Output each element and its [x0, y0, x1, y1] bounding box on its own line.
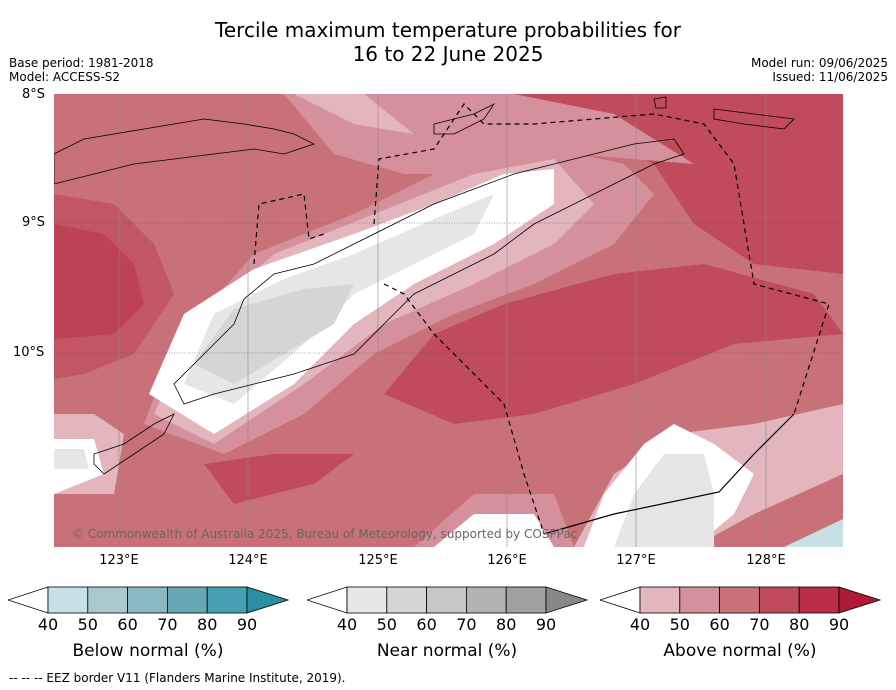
colorbar-below-tick: 60	[117, 615, 138, 634]
eastern-islands	[713, 108, 795, 130]
colorbar-above-cell	[719, 586, 760, 614]
model-info: Base period: 1981-2018 Model: ACCESS-S2	[9, 56, 154, 84]
colorbar-near-cell	[386, 586, 428, 614]
colorbar-above-tick: 40	[629, 615, 651, 634]
colorbar-near-extend	[545, 586, 589, 614]
run-info: Model run: 09/06/2025 Issued: 11/06/2025	[751, 56, 888, 84]
colorbar-below-tick: 50	[77, 615, 98, 634]
model-name: Model: ACCESS-S2	[9, 70, 121, 84]
flores-coast	[54, 118, 316, 185]
colorbar-above-normal	[600, 586, 882, 614]
base-period: Base period: 1981-2018	[9, 56, 154, 70]
colorbar-below-extend	[246, 586, 290, 614]
colorbar-above-extend	[838, 586, 882, 614]
lon-label-127e: 127°E	[616, 553, 656, 568]
colorbar-below-tick: 40	[37, 615, 59, 634]
rote-island	[93, 413, 175, 475]
lat-label-10s: 10°S	[13, 345, 45, 360]
colorbar-below-cell	[127, 586, 168, 614]
near-normal-label: Near normal (%)	[376, 641, 518, 661]
contour-above-70-north	[354, 94, 843, 274]
colorbar-above-cell	[679, 586, 721, 614]
timor-coast	[173, 138, 685, 405]
title-line-1: Tercile maximum temperature probabilitie…	[215, 18, 681, 42]
title-line-2: 16 to 22 June 2025	[352, 42, 544, 66]
colorbar-below-cell	[87, 586, 129, 614]
contour-above-50-top	[294, 94, 414, 134]
colorbar-below-normal	[8, 586, 290, 614]
colorbar-above-cell	[798, 586, 840, 614]
colorbar-below-cells	[47, 586, 248, 614]
colorbar-above-cell	[758, 586, 800, 614]
colorbar-above-cells	[639, 586, 840, 614]
graticule	[54, 222, 843, 354]
near-normal-40-sw	[54, 449, 89, 469]
eez-footnote: -- -- -- EEZ border V11 (Flanders Marine…	[9, 671, 346, 685]
colorbar-below-tick: 90	[236, 615, 258, 634]
issued-date: Issued: 11/06/2025	[772, 70, 888, 84]
copyright-notice: © Commonwealth of Australia 2025, Bureau…	[72, 527, 578, 541]
above-normal-label: Above normal (%)	[663, 641, 817, 661]
eez-border	[253, 103, 830, 535]
contour-above-70-west	[54, 194, 174, 379]
colorbar-near-cell	[426, 586, 467, 614]
colorbar-above-tick: 60	[709, 615, 730, 634]
small-island-1	[653, 96, 667, 109]
colorbar-below-tick: 80	[197, 615, 218, 634]
lon-label-124e: 124°E	[228, 553, 268, 568]
colorbar-near-tick: 50	[376, 615, 397, 634]
lat-label-8s: 8°S	[22, 87, 46, 102]
contour-above-70-south	[204, 454, 354, 504]
below-normal-40-corner	[784, 519, 843, 547]
colorbar-above-tick: 70	[749, 615, 770, 634]
colorbar-near-tick: 70	[456, 615, 477, 634]
colorbar-near-cell	[465, 586, 507, 614]
colorbar-above-tick: 90	[828, 615, 850, 634]
near-normal-40-se	[614, 454, 714, 547]
colorbar-above-tick: 50	[669, 615, 690, 634]
lon-label-128e: 128°E	[746, 553, 786, 568]
colorbar-near-tick: 40	[336, 615, 358, 634]
colorbar-near-tick: 90	[535, 615, 557, 634]
colorbar-below-cell	[206, 586, 248, 614]
colorbar-near-cell	[505, 586, 547, 614]
colorbar-below-cell	[47, 586, 89, 614]
colorbar-below-cell	[166, 586, 208, 614]
below-normal-label: Below normal (%)	[72, 641, 224, 661]
coastlines	[54, 96, 795, 475]
colorbar-near-tick: 60	[416, 615, 437, 634]
map-title: Tercile maximum temperature probabilitie…	[0, 18, 896, 66]
lat-label-9s: 9°S	[22, 215, 46, 230]
probability-map	[54, 94, 843, 547]
colorbar-near-cell	[346, 586, 388, 614]
colorbar-near-cells	[346, 586, 547, 614]
colorbar-above-cell	[639, 586, 681, 614]
lon-label-125e: 125°E	[358, 553, 398, 568]
lon-label-126e: 126°E	[487, 553, 527, 568]
colorbar-near-normal	[307, 586, 589, 614]
colorbar-below-tick: 70	[157, 615, 178, 634]
near-normal-50	[194, 284, 354, 384]
contour-above-70-southeast	[384, 264, 843, 424]
eez-border-solid	[543, 413, 795, 535]
colorbar-above-tick: 80	[789, 615, 810, 634]
model-run: Model run: 09/06/2025	[750, 56, 888, 70]
colorbar-near-tick: 80	[496, 615, 517, 634]
lon-label-123e: 123°E	[99, 553, 139, 568]
near-normal-white-bottom	[434, 514, 554, 547]
